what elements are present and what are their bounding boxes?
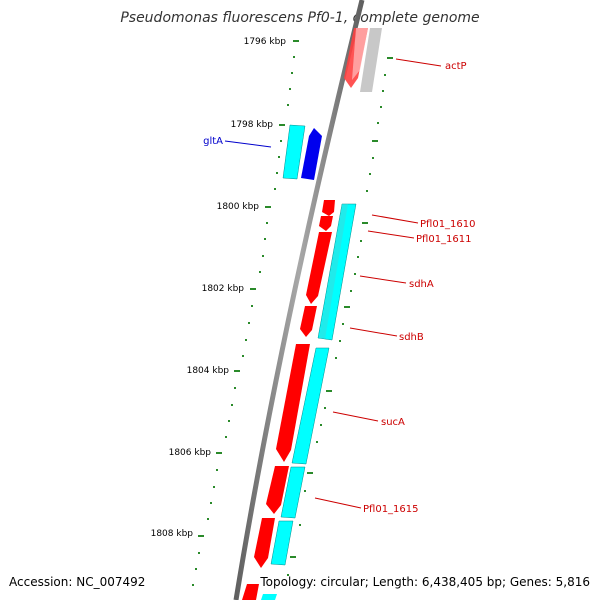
inner-tick-ring — [192, 40, 299, 586]
gene-sdhB[interactable] — [300, 306, 317, 337]
genome-backbone — [233, 0, 365, 600]
tick-label: 1804 kbp — [187, 366, 230, 376]
accession-text: Accession: NC_007492 — [9, 575, 145, 589]
gene-label-Pfl01_1611[interactable]: Pfl01_1611 — [416, 234, 472, 245]
gene-Pfl01_1615[interactable] — [266, 466, 306, 519]
gene-label-actP[interactable]: actP — [445, 61, 467, 72]
gene-label-Pfl01_1610[interactable]: Pfl01_1610 — [420, 219, 476, 230]
tick-label: 1798 kbp — [231, 120, 274, 130]
gene-lower-block[interactable] — [242, 518, 294, 600]
leader-lines — [224, 58, 442, 509]
map-title: Pseudomonas fluorescens Pf0-1, complete … — [120, 10, 479, 26]
cds-sucA-strand — [291, 347, 330, 465]
gene-Pfl01_1610[interactable] — [322, 200, 335, 216]
cds-forward-strand — [317, 203, 357, 341]
gene-Pfl01_1611[interactable] — [319, 216, 333, 231]
gene-label-gltA[interactable]: gltA — [203, 136, 223, 147]
tick-label: 1796 kbp — [244, 37, 287, 47]
tick-label: 1800 kbp — [217, 202, 260, 212]
gene-sucA[interactable] — [276, 344, 310, 462]
gene-label-sdhA[interactable]: sdhA — [409, 279, 434, 290]
outer-tick-ring — [287, 57, 393, 576]
tick-label: 1802 kbp — [202, 284, 245, 294]
gene-actP[interactable] — [344, 28, 382, 92]
genome-summary-text: Topology: circular; Length: 6,438,405 bp… — [259, 575, 590, 589]
tick-label: 1806 kbp — [169, 448, 212, 458]
gene-sdhA[interactable] — [306, 232, 332, 304]
gene-gltA[interactable] — [282, 124, 322, 180]
gene-label-sdhB[interactable]: sdhB — [399, 332, 424, 343]
gene-label-sucA[interactable]: sucA — [381, 417, 405, 428]
tick-label: 1808 kbp — [151, 529, 194, 539]
gene-label-Pfl01_1615[interactable]: Pfl01_1615 — [363, 504, 419, 515]
